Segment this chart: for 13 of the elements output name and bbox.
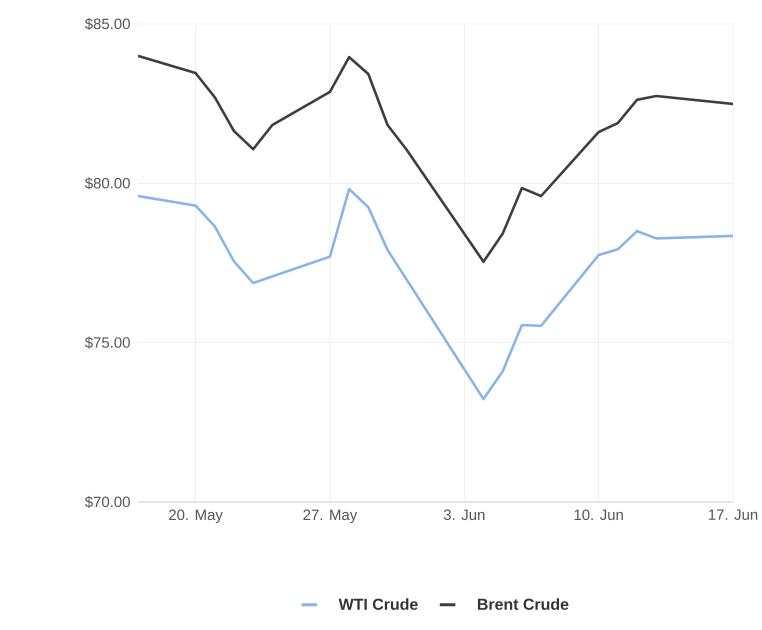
y-tick-label: $75.00 xyxy=(84,336,130,349)
line-series xyxy=(138,188,734,400)
line-series xyxy=(138,54,734,264)
legend-label: WTI Crude xyxy=(338,598,418,610)
legend-label: Brent Crude xyxy=(478,598,568,610)
y-tick-label: $85.00 xyxy=(84,18,130,30)
x-tick-label: 20. May xyxy=(169,510,223,524)
y-tick-label: $80.00 xyxy=(84,177,130,190)
x-tick-label: 3. Jun xyxy=(444,510,484,520)
x-tick-label: 10. Jun xyxy=(574,510,623,520)
y-tick-label: $70.00 xyxy=(84,496,130,508)
x-tick-label: 17. Jun xyxy=(708,510,758,520)
x-tick-label: 27. May xyxy=(303,510,358,524)
